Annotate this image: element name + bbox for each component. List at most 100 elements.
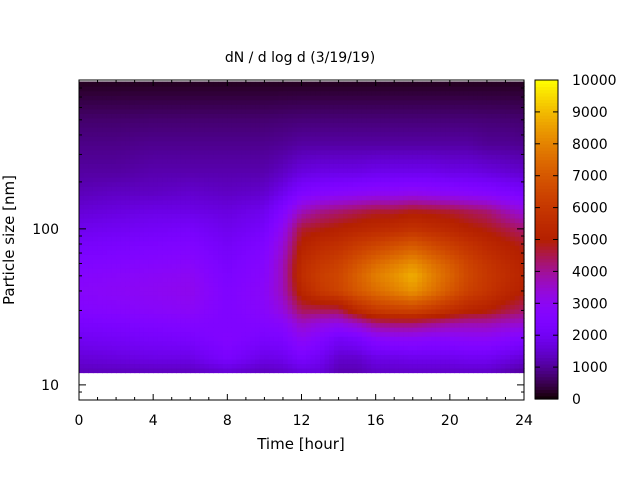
heat-cell — [320, 354, 326, 360]
heat-cell — [394, 231, 400, 237]
heat-cell — [194, 281, 201, 287]
heat-cell — [194, 177, 201, 183]
heat-cell — [148, 190, 154, 196]
heat-cell — [403, 90, 409, 96]
heat-cell — [287, 81, 293, 87]
heat-cell — [306, 177, 312, 183]
heat-cell — [171, 295, 177, 301]
heat-cell — [176, 254, 182, 260]
heat-cell — [315, 131, 321, 137]
heat-cell — [106, 126, 113, 133]
heat-cell — [120, 90, 126, 96]
heat-cell — [431, 104, 437, 110]
heat-cell — [204, 227, 210, 233]
heat-cell — [167, 299, 173, 305]
heat-cell — [204, 277, 210, 283]
heat-cell — [120, 281, 126, 287]
heat-cell — [171, 131, 177, 137]
heat-cell — [167, 317, 173, 324]
heat-cell — [162, 317, 168, 324]
heat-cell — [250, 136, 256, 142]
heat-cell — [227, 272, 233, 278]
heat-cell — [83, 258, 89, 264]
heat-cell — [97, 158, 103, 164]
heat-cell — [185, 345, 191, 351]
heat-cell — [273, 349, 279, 355]
heat-cell — [227, 263, 233, 269]
heat-cell — [106, 145, 113, 151]
heat-cell — [389, 140, 395, 146]
heat-cell — [259, 249, 266, 255]
heat-cell — [269, 158, 275, 164]
heat-cell — [347, 354, 354, 360]
heat-cell — [361, 208, 367, 214]
heat-cell — [125, 145, 131, 151]
heat-cell — [143, 281, 150, 287]
heat-cell — [394, 126, 400, 133]
heat-cell — [194, 99, 201, 105]
heat-cell — [143, 227, 150, 233]
heat-cell — [371, 308, 377, 315]
heat-cell — [171, 267, 177, 274]
heat-cell — [199, 277, 205, 283]
heat-cell — [139, 108, 145, 114]
heat-cell — [278, 236, 284, 242]
heat-cell — [315, 340, 321, 346]
heat-cell — [83, 281, 89, 287]
heat-cell — [194, 349, 201, 355]
heat-cell — [111, 149, 117, 155]
heat-cell — [111, 199, 117, 205]
heat-cell — [92, 163, 99, 169]
heat-cell — [435, 299, 442, 305]
heat-cell — [204, 236, 210, 242]
heat-cell — [412, 286, 418, 292]
heat-cell — [139, 117, 145, 124]
heat-cell — [176, 163, 182, 169]
heat-cell — [157, 322, 164, 328]
heat-cell — [282, 154, 289, 160]
heat-cell — [426, 204, 432, 210]
heat-cell — [375, 140, 381, 146]
heat-cell — [143, 336, 150, 342]
heat-cell — [329, 190, 335, 196]
heat-cell — [329, 281, 335, 287]
heat-cell — [157, 281, 164, 287]
heat-cell — [306, 199, 312, 205]
heat-cell — [171, 122, 177, 128]
heat-cell — [282, 304, 289, 310]
heat-cell — [417, 140, 423, 146]
heat-cell — [88, 281, 94, 287]
heat-cell — [250, 236, 256, 242]
heat-cell — [79, 277, 85, 283]
heat-cell — [88, 181, 94, 187]
heat-cell — [412, 340, 418, 346]
heat-cell — [375, 136, 381, 142]
heat-cell — [231, 313, 238, 319]
heat-cell — [88, 354, 94, 360]
heat-cell — [134, 117, 140, 124]
heat-cell — [435, 231, 442, 237]
heat-cell — [357, 136, 363, 142]
heat-cell — [111, 181, 117, 187]
heat-cell — [241, 249, 247, 255]
heat-cell — [134, 172, 140, 178]
heat-cells — [79, 81, 525, 374]
heat-cell — [83, 113, 89, 119]
heat-cell — [264, 181, 270, 187]
heat-cell — [310, 231, 317, 237]
heat-cell — [134, 358, 140, 365]
heat-cell — [366, 172, 372, 178]
heat-cell — [245, 281, 252, 287]
heat-cell — [167, 345, 173, 351]
heat-cell — [408, 322, 414, 328]
heat-cell — [97, 113, 103, 119]
heat-cell — [320, 367, 326, 374]
heat-cell — [125, 149, 131, 155]
heat-cell — [116, 95, 122, 101]
heat-cell — [329, 117, 335, 124]
heat-cell — [389, 317, 395, 324]
heat-cell — [417, 240, 423, 246]
heat-cell — [88, 86, 94, 92]
heat-cell — [194, 167, 201, 174]
heat-cell — [153, 126, 159, 133]
